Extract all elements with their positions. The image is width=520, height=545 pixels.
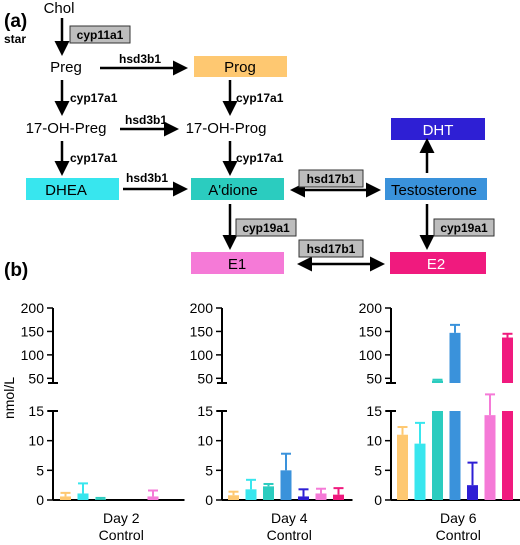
bar: [280, 470, 292, 500]
y-tick-label: 10: [366, 433, 382, 449]
node-e1: E1: [191, 252, 284, 274]
enzyme-hsd17b1-1: hsd17b1: [298, 169, 364, 188]
group-sublabel: Control: [267, 527, 312, 543]
y-tick-label: 200: [21, 300, 45, 316]
bar-upper: [449, 332, 461, 383]
bar: [467, 485, 478, 500]
node-chol: Chol: [44, 0, 75, 17]
node-adione: A'dione: [191, 178, 284, 200]
svg-text:hsd17b1: hsd17b1: [307, 242, 356, 256]
bar: [333, 494, 344, 500]
svg-text:cyp19a1: cyp19a1: [440, 221, 488, 235]
y-tick-label: 100: [21, 347, 45, 363]
bar: [414, 443, 426, 500]
group-sublabel: Control: [99, 527, 144, 543]
panel-label-a: (a): [4, 11, 27, 32]
bar: [315, 493, 327, 500]
enzyme-cyp17a1-4: cyp17a1: [236, 151, 284, 165]
y-tick-label: 5: [205, 462, 213, 478]
node-preg: Preg: [50, 59, 82, 76]
group-sublabel: Control: [436, 527, 481, 543]
y-tick-label: 5: [36, 462, 44, 478]
panel-label-b: (b): [4, 260, 28, 281]
bar: [95, 499, 106, 500]
svg-text:hsd17b1: hsd17b1: [307, 172, 356, 186]
group-label: Day 2: [103, 510, 140, 526]
bar: [228, 495, 239, 500]
enzyme-star: star: [4, 32, 26, 46]
enzyme-hsd3b1-2: hsd3b1: [125, 113, 167, 127]
svg-text:Prog: Prog: [224, 59, 256, 76]
y-tick-label: 100: [359, 347, 383, 363]
y-tick-label: 0: [374, 492, 382, 508]
bar: [263, 486, 274, 500]
bar: [298, 496, 309, 500]
y-tick-label: 10: [197, 433, 213, 449]
bar: [432, 411, 443, 500]
svg-text:DHEA: DHEA: [45, 182, 87, 199]
bar: [245, 489, 257, 500]
bar: [77, 493, 89, 500]
bar: [449, 411, 461, 500]
bar: [147, 496, 159, 500]
bar: [397, 434, 408, 500]
bar-upper: [432, 380, 443, 383]
enzyme-hsd3b1-1: hsd3b1: [119, 52, 161, 66]
svg-text:E2: E2: [427, 256, 445, 273]
y-tick-label: 50: [366, 370, 382, 386]
y-tick-label: 15: [28, 403, 44, 419]
node-dhea: DHEA: [26, 178, 119, 200]
y-tick-label: 5: [374, 462, 382, 478]
enzyme-cyp17a1-2: cyp17a1: [236, 91, 284, 105]
svg-text:cyp19a1: cyp19a1: [242, 221, 290, 235]
y-tick-label: 150: [190, 323, 214, 339]
node-17-oh-prog: 17-OH-Prog: [186, 120, 267, 137]
y-tick-label: 200: [359, 300, 383, 316]
svg-text:Testosterone: Testosterone: [391, 182, 477, 199]
svg-text:DHT: DHT: [423, 122, 454, 139]
bar: [60, 496, 71, 500]
node-prog: Prog: [194, 56, 287, 77]
enzyme-cyp19a1-2: cyp19a1: [433, 218, 495, 237]
enzyme-cyp19a1-1: cyp19a1: [235, 218, 297, 237]
node-e2: E2: [390, 252, 486, 274]
y-tick-label: 15: [197, 403, 213, 419]
y-tick-label: 50: [197, 370, 213, 386]
y-tick-label: 150: [359, 323, 383, 339]
enzyme-cyp17a1-1: cyp17a1: [70, 91, 118, 105]
y-tick-label: 50: [28, 370, 44, 386]
bar-upper: [502, 337, 513, 383]
y-tick-label: 100: [190, 347, 214, 363]
y-axis-label: nmol/L: [1, 377, 17, 419]
pathway-diagram: Chol Preg 17-OH-Preg 17-OH-Prog Prog DHT…: [4, 0, 495, 274]
group-label: Day 6: [440, 510, 477, 526]
enzyme-cyp11a1: cyp11a1: [69, 25, 131, 44]
node-testosterone: Testosterone: [385, 178, 487, 200]
node-17-oh-preg: 17-OH-Preg: [26, 120, 107, 137]
group-label: Day 4: [271, 510, 308, 526]
svg-text:E1: E1: [228, 256, 246, 273]
y-tick-label: 0: [36, 492, 44, 508]
y-tick-label: 0: [205, 492, 213, 508]
bar: [502, 411, 513, 500]
y-tick-label: 10: [28, 433, 44, 449]
enzyme-cyp17a1-3: cyp17a1: [70, 151, 118, 165]
y-tick-label: 15: [366, 403, 382, 419]
svg-text:A'dione: A'dione: [208, 182, 258, 199]
node-dht: DHT: [391, 118, 485, 140]
y-tick-label: 150: [21, 323, 45, 339]
bar: [484, 415, 496, 500]
enzyme-hsd3b1-3: hsd3b1: [126, 171, 168, 185]
enzyme-hsd17b1-2: hsd17b1: [298, 239, 364, 258]
svg-text:cyp11a1: cyp11a1: [77, 28, 124, 42]
y-tick-label: 200: [190, 300, 214, 316]
